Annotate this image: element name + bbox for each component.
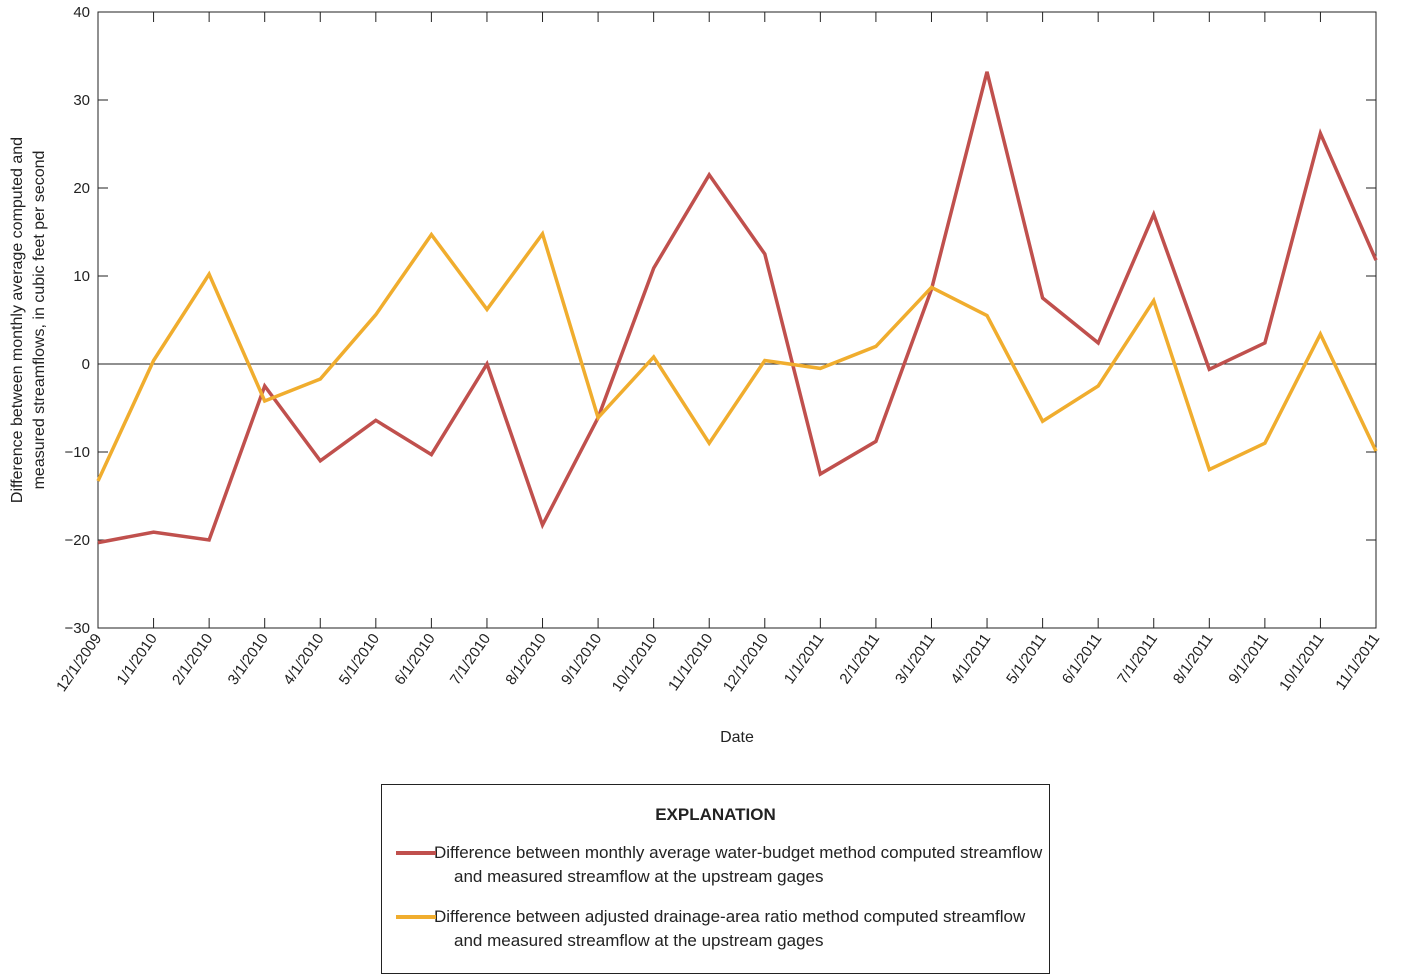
y-tick-label: 0 [82,356,90,373]
x-tick-label: 3/1/2010 [225,631,272,689]
x-tick-label: 12/1/2009 [53,631,105,695]
y-tick-label: 40 [73,4,90,21]
x-tick-label: 4/1/2010 [280,631,327,689]
legend-label: Difference between monthly average water… [434,843,1043,886]
x-tick-label: 3/1/2011 [892,631,939,688]
legend-label: Difference between adjusted drainage-are… [434,907,1026,950]
x-tick-label: 2/1/2010 [169,631,216,689]
y-tick-label: 30 [73,92,90,109]
x-tick-label: 2/1/2011 [836,631,883,688]
x-tick-label: 12/1/2010 [720,631,772,695]
x-tick-label: 5/1/2010 [336,631,383,689]
x-tick-label: 4/1/2011 [948,631,995,688]
x-tick-label: 5/1/2011 [1003,631,1050,688]
y-tick-label: −20 [65,532,90,549]
x-tick-label: 7/1/2010 [447,631,494,689]
legend-title: EXPLANATION [655,805,776,824]
x-tick-label: 8/1/2011 [1170,631,1217,688]
x-tick-label: 1/1/2011 [781,631,828,688]
legend-entry: Difference between monthly average water… [382,841,1049,889]
x-tick-label: 11/1/2010 [665,631,717,695]
x-tick-label: 11/1/2011 [1332,631,1383,694]
legend: EXPLANATION Difference between monthly a… [381,784,1050,974]
y-axis-title: Difference between monthly average compu… [9,137,26,503]
x-axis-title: Date [720,729,754,746]
x-tick-label: 10/1/2010 [609,631,661,695]
x-tick-label: 6/1/2011 [1059,631,1106,688]
x-tick-label: 8/1/2010 [502,631,549,689]
data-line [96,229,1378,482]
legend-swatch [396,851,436,855]
x-tick-label: 6/1/2010 [391,631,438,689]
x-tick-label: 1/1/2010 [113,631,160,689]
y-axis-title: measured streamflows, in cubic feet per … [31,151,48,490]
legend-entry: Difference between adjusted drainage-are… [382,905,1049,953]
data-line [97,71,1378,545]
y-tick-label: 20 [73,180,90,197]
y-tick-label: 10 [73,268,90,285]
x-tick-label: 9/1/2010 [558,631,605,689]
x-tick-label: 10/1/2011 [1276,631,1328,695]
y-tick-label: −30 [65,620,90,637]
plot-frame [97,11,1377,629]
legend-swatch [396,915,436,919]
y-tick-label: −10 [65,444,90,461]
x-tick-label: 7/1/2011 [1114,631,1161,688]
x-tick-label: 9/1/2011 [1225,631,1272,688]
